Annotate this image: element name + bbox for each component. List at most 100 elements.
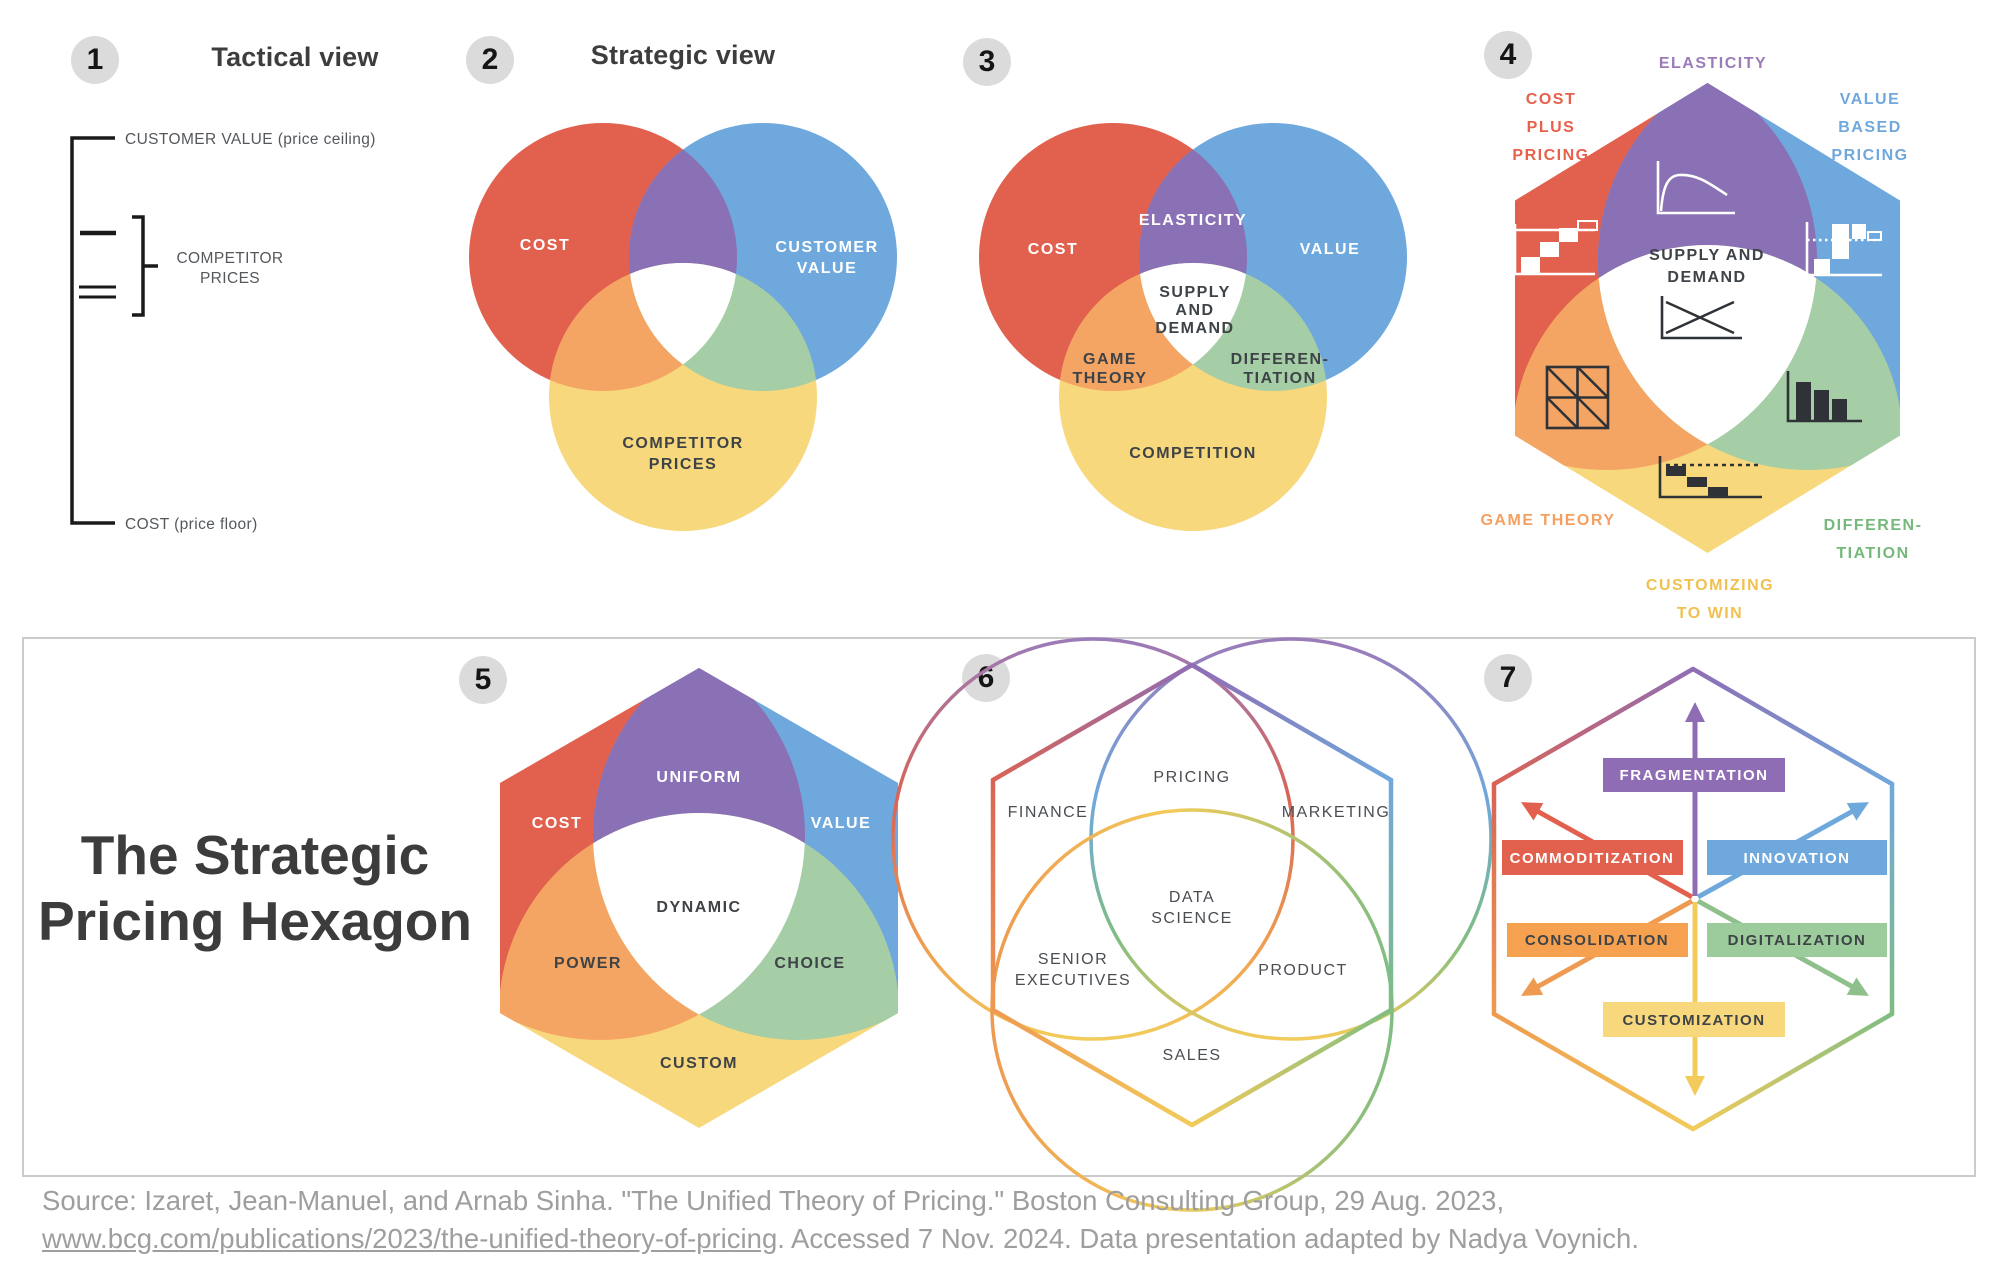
source-text: . Accessed 7 Nov. 2024. Data presentatio… xyxy=(777,1223,1639,1254)
cost-label: COST xyxy=(532,815,582,832)
cost-plus-pricing-label: PRICING xyxy=(1512,147,1589,164)
supply-demand-label: DEMAND xyxy=(1155,320,1234,337)
customizing-steps-icon xyxy=(1658,456,1762,499)
customization-label: CUSTOMIZATION xyxy=(1622,1012,1765,1029)
cost-label: COST xyxy=(520,237,570,254)
pricing-trends-hexagon: FRAGMENTATION COMMODITIZATION INNOVATION… xyxy=(1491,666,1895,1132)
pricing-hexagon-with-icons: SUPPLY AND DEMAND ELASTICITY COST PLUS P… xyxy=(1480,55,1923,622)
panel7-number-badge: 7 xyxy=(1484,654,1532,702)
panel1-number-badge: 1 xyxy=(71,36,119,84)
data-science-label: DATA xyxy=(1169,889,1215,906)
commoditization-box xyxy=(1502,840,1683,875)
pricing-models-hexagon: UNIFORM COST VALUE DYNAMIC POWER CHOICE … xyxy=(500,668,898,1128)
competitor-prices-label: COMPETITOR xyxy=(176,250,283,267)
sales-label: SALES xyxy=(1162,1047,1221,1064)
value-label: VALUE xyxy=(1300,241,1361,258)
fragmentation-label: FRAGMENTATION xyxy=(1620,767,1769,784)
fragmentation-box xyxy=(1603,758,1785,792)
data-science-label: SCIENCE xyxy=(1151,910,1233,927)
elasticity-curve-icon xyxy=(1656,161,1735,215)
cost-competitor-overlap xyxy=(549,263,737,391)
finance-label: FINANCE xyxy=(1008,804,1089,821)
section-title-line: The Strategic xyxy=(80,824,430,886)
consolidation-label: CONSOLIDATION xyxy=(1525,932,1669,949)
tactical-bracket-diagram: CUSTOMER VALUE (price ceiling) COMPETITO… xyxy=(70,131,376,533)
price-ceiling-label: CUSTOMER VALUE (price ceiling) xyxy=(125,131,376,148)
section-title-line: Pricing Hexagon xyxy=(38,890,472,952)
differentiation-label: DIFFEREN- xyxy=(1231,351,1330,368)
game-theory-overlap xyxy=(1059,263,1247,391)
price-floor-label: COST (price floor) xyxy=(125,516,258,533)
customer-value-label: CUSTOMER xyxy=(775,239,878,256)
customization-box xyxy=(1603,1002,1785,1037)
custom-label: CUSTOM xyxy=(660,1055,738,1072)
game-theory-label: THEORY xyxy=(1072,370,1147,387)
competitor-prices-label: PRICES xyxy=(200,270,260,287)
uniform-label: UNIFORM xyxy=(656,769,741,786)
consolidation-box xyxy=(1507,923,1688,957)
differentiation-bars-icon xyxy=(1786,371,1862,423)
cost-label: COST xyxy=(1028,241,1078,258)
supply-demand-label: AND xyxy=(1175,302,1214,319)
pricing-theories-venn-diagram: COST VALUE ELASTICITY SUPPLY AND DEMAND … xyxy=(979,123,1407,531)
competitor-prices-label: COMPETITOR xyxy=(622,435,743,452)
cost-plus-pricing-label: PLUS xyxy=(1527,119,1576,136)
customizing-to-win-label: TO WIN xyxy=(1677,605,1743,622)
section-title: The Strategic Pricing Hexagon xyxy=(15,822,495,954)
digitalization-label: DIGITALIZATION xyxy=(1728,932,1867,949)
hexagon-color-fill xyxy=(500,668,898,1128)
value-label: VALUE xyxy=(811,815,872,832)
panel4-number-badge: 4 xyxy=(1484,31,1532,79)
panel5-number-badge: 5 xyxy=(459,656,507,704)
price-range-bracket xyxy=(70,136,115,525)
differentiation-label: DIFFEREN- xyxy=(1824,517,1923,534)
hexagon-outline xyxy=(990,662,1394,1128)
value-competitor-overlap xyxy=(629,263,817,391)
marketing-label: MARKETING xyxy=(1282,804,1391,821)
supply-demand-icon xyxy=(1660,296,1742,340)
source-text: Source: Izaret, Jean-Manuel, and Arnab S… xyxy=(42,1185,1505,1216)
customer-value-label: VALUE xyxy=(797,260,858,277)
panel1-title: Tactical view xyxy=(211,42,379,72)
elasticity-label: ELASTICITY xyxy=(1139,212,1247,229)
differentiation-overlap xyxy=(1139,263,1327,391)
competitor-prices-bracket xyxy=(132,215,158,317)
game-theory-matrix-icon xyxy=(1545,365,1610,430)
product-label: PRODUCT xyxy=(1258,962,1348,979)
senior-executives-label: EXECUTIVES xyxy=(1015,972,1131,989)
source-link[interactable]: www.bcg.com/publications/2023/the-unifie… xyxy=(42,1223,778,1254)
elasticity-label: ELASTICITY xyxy=(1659,55,1767,72)
differentiation-label: TIATION xyxy=(1243,370,1316,387)
cost-plus-pricing-label: COST xyxy=(1526,91,1576,108)
innovation-box xyxy=(1707,840,1887,875)
digitalization-box xyxy=(1707,923,1887,957)
innovation-label: INNOVATION xyxy=(1744,850,1851,867)
value-based-pricing-label: VALUE xyxy=(1840,91,1901,108)
customizing-to-win-label: CUSTOMIZING xyxy=(1646,577,1774,594)
game-theory-label: GAME THEORY xyxy=(1480,512,1615,529)
commoditization-label: COMMODITIZATION xyxy=(1510,850,1675,867)
source-citation: Source: Izaret, Jean-Manuel, and Arnab S… xyxy=(42,1182,1957,1258)
panel2-number-badge: 2 xyxy=(466,36,514,84)
pricing-label: PRICING xyxy=(1153,769,1230,786)
competitor-prices-label: PRICES xyxy=(649,456,718,473)
supply-demand-label: SUPPLY xyxy=(1159,284,1231,301)
strategic-hexagon-section-box xyxy=(22,637,1976,1177)
choice-label: CHOICE xyxy=(774,955,845,972)
cost-stairs-icon xyxy=(1513,220,1598,276)
pricing-teams-hexagon: PRICING FINANCE MARKETING DATA SCIENCE S… xyxy=(891,637,1493,1212)
supply-demand-label: SUPPLY AND xyxy=(1649,247,1765,264)
trend-label-boxes: FRAGMENTATION COMMODITIZATION INNOVATION… xyxy=(1502,758,1887,1037)
dynamic-label: DYNAMIC xyxy=(656,899,741,916)
value-waterfall-icon xyxy=(1805,222,1882,277)
differentiation-label: TIATION xyxy=(1836,545,1909,562)
power-label: POWER xyxy=(554,955,622,972)
game-theory-label: GAME xyxy=(1083,351,1137,368)
strategic-venn-diagram: COST CUSTOMER VALUE COMPETITOR PRICES xyxy=(469,123,897,531)
supply-demand-label: DEMAND xyxy=(1667,269,1746,286)
value-based-pricing-label: PRICING xyxy=(1831,147,1908,164)
panel3-number-badge: 3 xyxy=(963,38,1011,86)
panel2-title: Strategic view xyxy=(590,40,776,70)
value-based-pricing-label: BASED xyxy=(1838,119,1902,136)
